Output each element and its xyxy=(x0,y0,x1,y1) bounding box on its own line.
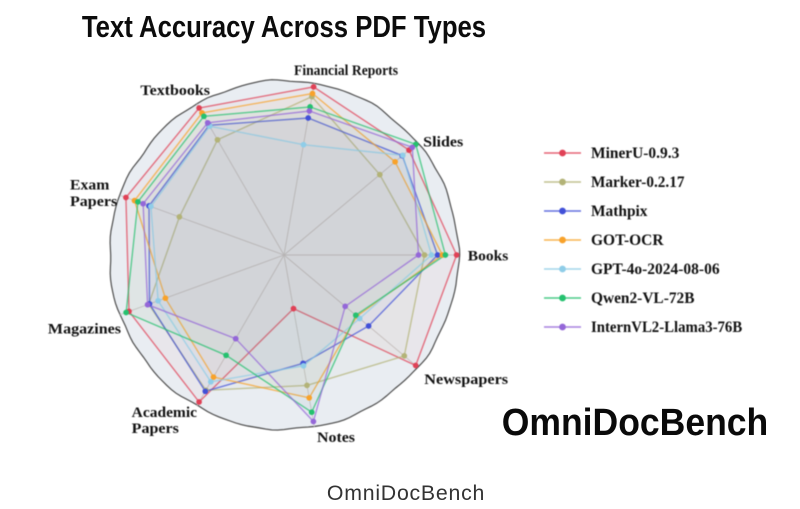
svg-text:Marker-0.2.17: Marker-0.2.17 xyxy=(591,174,685,191)
svg-text:GPT-4o-2024-08-06: GPT-4o-2024-08-06 xyxy=(591,261,720,278)
svg-text:Slides: Slides xyxy=(423,135,463,151)
svg-text:MinerU-0.9.3: MinerU-0.9.3 xyxy=(591,145,680,162)
svg-text:InternVL2-Llama3-76B: InternVL2-Llama3-76B xyxy=(591,319,742,336)
svg-text:Books: Books xyxy=(468,249,509,265)
svg-text:GOT-OCR: GOT-OCR xyxy=(591,232,664,249)
svg-text:Newspapers: Newspapers xyxy=(424,372,508,388)
svg-text:Papers: Papers xyxy=(132,421,179,437)
svg-text:Notes: Notes xyxy=(317,430,355,446)
svg-text:Exam: Exam xyxy=(70,178,110,194)
svg-text:Textbooks: Textbooks xyxy=(140,83,210,99)
svg-text:Magazines: Magazines xyxy=(48,322,121,338)
svg-text:Papers: Papers xyxy=(70,194,117,210)
svg-text:Qwen2-VL-72B: Qwen2-VL-72B xyxy=(591,290,695,307)
svg-text:Academic: Academic xyxy=(132,405,198,421)
svg-text:Mathpix: Mathpix xyxy=(591,203,648,220)
svg-text:Financial Reports: Financial Reports xyxy=(294,63,398,79)
